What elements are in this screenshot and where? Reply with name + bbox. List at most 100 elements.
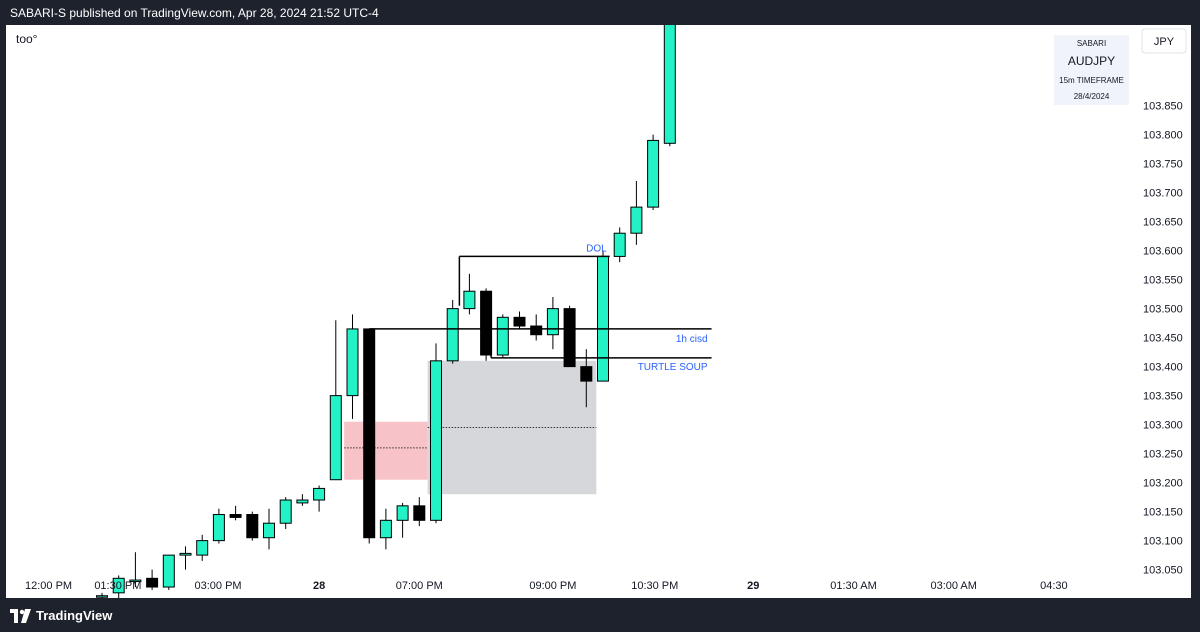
candle bbox=[346, 314, 359, 419]
candle-body bbox=[346, 328, 359, 397]
currency-label[interactable]: JPY bbox=[1154, 36, 1175, 48]
candle-body bbox=[329, 395, 342, 481]
time-tick-label: 01:30 AM bbox=[830, 580, 876, 592]
candle bbox=[229, 505, 242, 521]
time-tick-label: 09:00 PM bbox=[529, 580, 576, 592]
level-label: DOL bbox=[586, 243, 607, 254]
info-author: SABARI bbox=[1077, 39, 1106, 48]
price-tick-label: 103.550 bbox=[1143, 275, 1183, 287]
candles bbox=[96, 0, 676, 599]
candle bbox=[463, 273, 476, 315]
candle bbox=[296, 494, 309, 506]
publish-header: SABARI-S published on TradingView.com, A… bbox=[0, 0, 1200, 26]
candle bbox=[413, 497, 426, 527]
legend-label: too° bbox=[16, 32, 38, 46]
candle bbox=[663, 0, 676, 147]
candle-body bbox=[379, 519, 392, 539]
price-tick-label: 103.650 bbox=[1143, 217, 1183, 229]
annotation-boxes bbox=[344, 360, 597, 495]
candle bbox=[630, 181, 643, 245]
footer: TradingView bbox=[0, 600, 1200, 632]
time-tick-label: 03:00 PM bbox=[195, 580, 242, 592]
candle bbox=[146, 569, 159, 590]
level-label: 1h cisd bbox=[676, 334, 708, 345]
candle bbox=[129, 552, 142, 588]
candle-body bbox=[313, 487, 326, 501]
candle-body bbox=[112, 577, 125, 594]
time-tick-label: 03:00 AM bbox=[930, 580, 976, 592]
time-tick-label: 28 bbox=[313, 580, 325, 592]
candle-body bbox=[430, 360, 442, 521]
price-axis[interactable]: 103.850 103.800 103.750 103.700 103.650 103.6… bbox=[1143, 101, 1183, 577]
price-tick-label: 103.250 bbox=[1143, 449, 1183, 461]
candle bbox=[212, 508, 225, 544]
candle bbox=[112, 575, 125, 599]
chart-frame[interactable]: DOL 1h cisd TURTLE SOUP 103.850 103.800 103.… bbox=[6, 0, 1191, 599]
price-tick-label: 103.100 bbox=[1143, 536, 1183, 548]
time-tick-label: 12:00 PM bbox=[25, 580, 72, 592]
candle-body bbox=[563, 308, 576, 368]
price-tick-label: 103.700 bbox=[1143, 188, 1183, 200]
candlestick-chart[interactable]: DOL 1h cisd TURTLE SOUP 103.850 103.800 103.… bbox=[6, 0, 1191, 599]
price-tick-label: 103.450 bbox=[1143, 333, 1183, 345]
candle bbox=[430, 343, 442, 524]
candle bbox=[446, 299, 459, 364]
level-label: TURTLE SOUP bbox=[638, 362, 708, 373]
price-tick-label: 103.500 bbox=[1143, 304, 1183, 316]
candle-body bbox=[279, 499, 292, 524]
price-tick-label: 103.050 bbox=[1143, 565, 1183, 577]
time-tick-label: 29 bbox=[747, 580, 759, 592]
candle-body bbox=[613, 232, 626, 257]
zone-box bbox=[344, 421, 428, 480]
candle-body bbox=[363, 328, 376, 539]
candle-body bbox=[146, 577, 159, 588]
tradingview-brand: TradingView bbox=[36, 608, 113, 623]
candle bbox=[613, 227, 626, 263]
candle-body bbox=[179, 552, 192, 556]
price-tick-label: 103.850 bbox=[1143, 101, 1183, 113]
currency-button-frame[interactable] bbox=[1141, 28, 1187, 54]
candle bbox=[279, 497, 292, 530]
candle bbox=[647, 134, 660, 211]
candle-body bbox=[396, 505, 409, 521]
candle-body bbox=[413, 505, 426, 521]
price-tick-label: 103.350 bbox=[1143, 391, 1183, 403]
time-tick-label: 04:30 bbox=[1040, 580, 1068, 592]
candle-body bbox=[496, 316, 509, 356]
info-symbol: AUDJPY bbox=[1068, 54, 1115, 68]
candle-body bbox=[630, 206, 643, 234]
candle bbox=[363, 328, 376, 544]
candle-body bbox=[463, 290, 476, 310]
price-tick-label: 103.400 bbox=[1143, 362, 1183, 374]
candle bbox=[530, 314, 543, 341]
price-tick-label: 103.800 bbox=[1143, 130, 1183, 142]
candle-body bbox=[162, 554, 175, 588]
price-tick-label: 103.300 bbox=[1143, 420, 1183, 432]
candle bbox=[263, 508, 275, 550]
candle bbox=[379, 508, 392, 550]
info-box-background bbox=[1054, 35, 1129, 105]
candle-body bbox=[196, 540, 209, 556]
candle-body bbox=[229, 514, 242, 518]
candle bbox=[313, 485, 326, 512]
time-axis[interactable]: 12:00 PM 01:30 PM 03:00 PM 28 07:00 PM 09:00 … bbox=[25, 580, 1068, 592]
candle-body bbox=[513, 316, 526, 327]
price-tick-label: 103.200 bbox=[1143, 478, 1183, 490]
candle-body bbox=[663, 0, 676, 144]
time-tick-label: 07:00 PM bbox=[396, 580, 443, 592]
candle-body bbox=[597, 255, 609, 382]
candle bbox=[496, 314, 509, 358]
candle bbox=[546, 297, 559, 350]
price-tick-label: 103.750 bbox=[1143, 159, 1183, 171]
time-tick-label: 10:30 PM bbox=[631, 580, 678, 592]
candle-body bbox=[446, 308, 459, 362]
tradingview-logo-icon bbox=[10, 608, 31, 623]
currency-button[interactable]: JPY bbox=[1141, 28, 1187, 54]
candle-body bbox=[129, 579, 142, 583]
candle bbox=[196, 534, 209, 561]
candle bbox=[597, 250, 609, 382]
candle-body bbox=[480, 290, 493, 356]
candle-body bbox=[546, 308, 559, 336]
tradingview-logo[interactable]: TradingView bbox=[10, 608, 112, 623]
price-tick-label: 103.150 bbox=[1143, 507, 1183, 519]
